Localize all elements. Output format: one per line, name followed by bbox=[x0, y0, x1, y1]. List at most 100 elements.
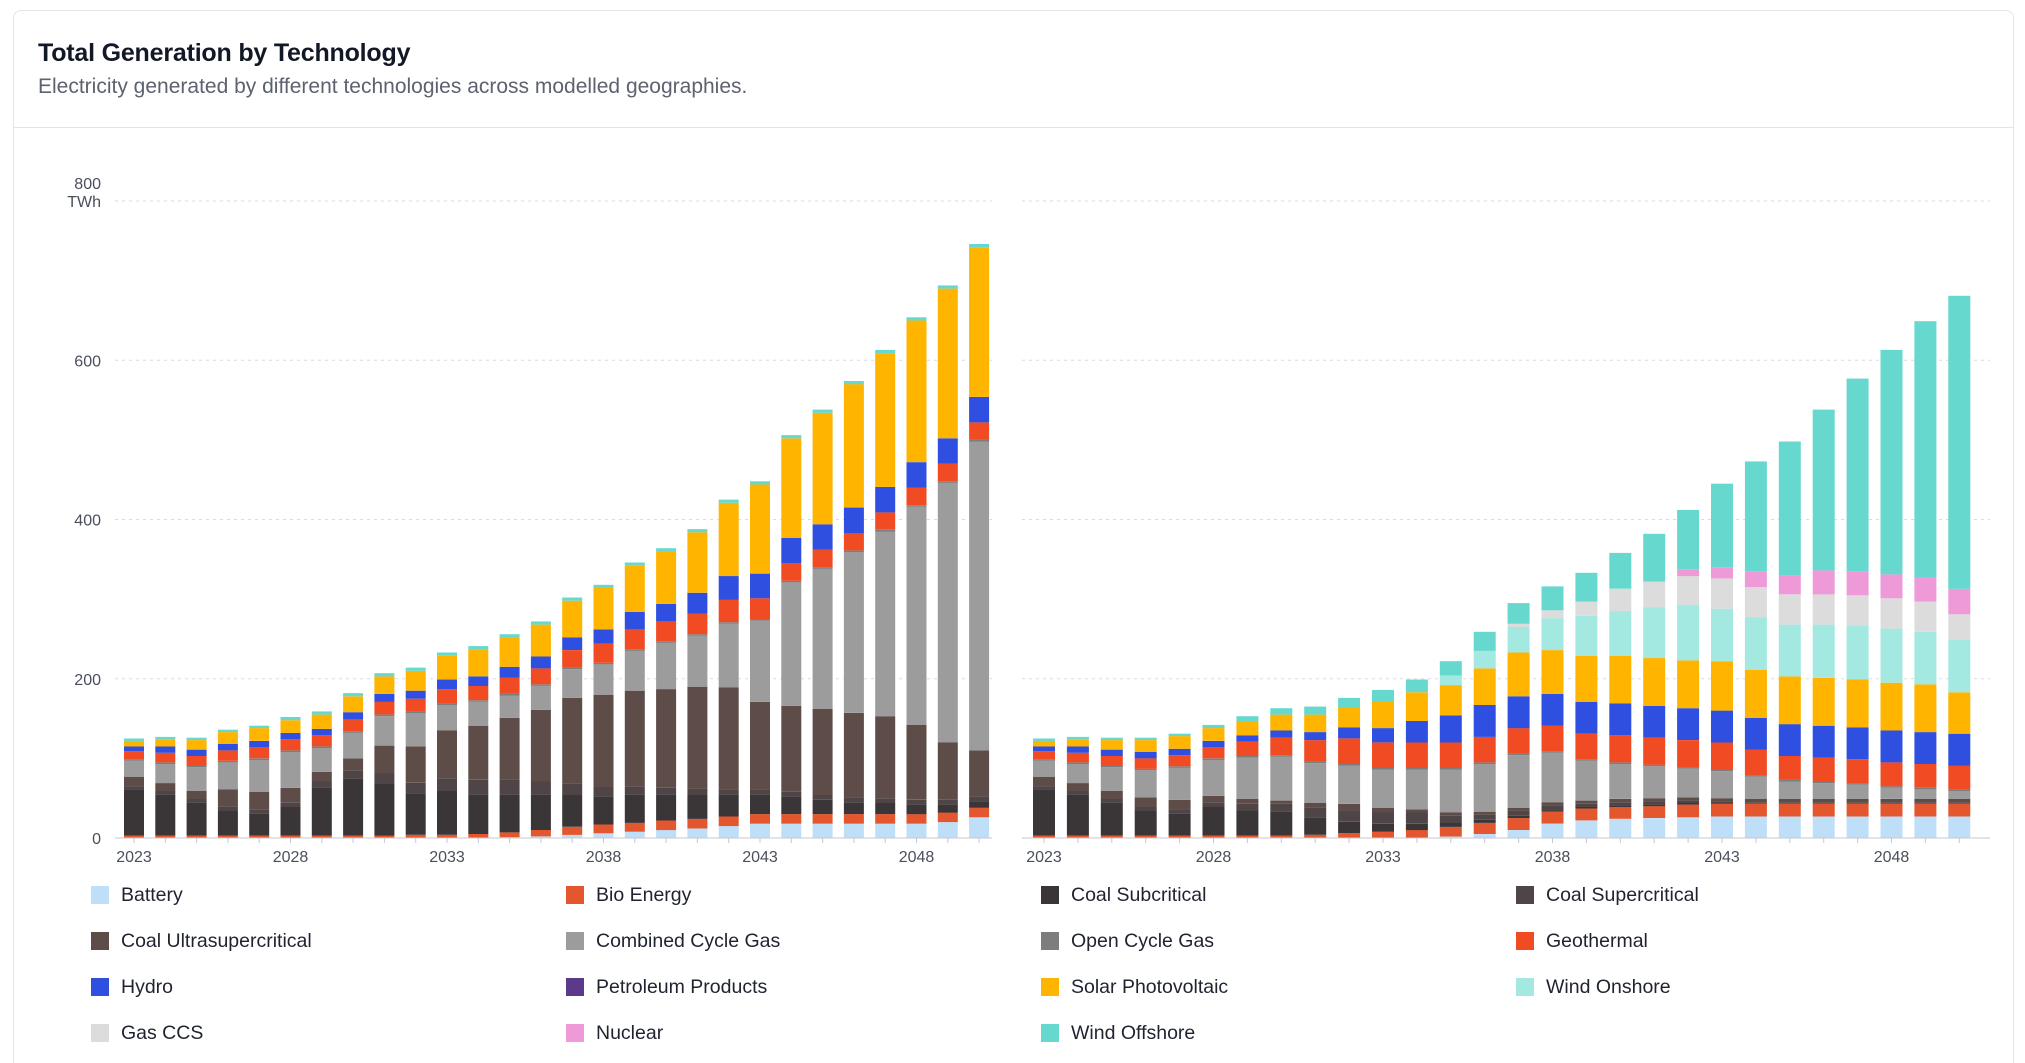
bar-segment bbox=[593, 796, 614, 825]
bar-segment bbox=[468, 700, 489, 702]
bar-segment bbox=[781, 814, 802, 824]
legend-item[interactable]: Coal Ultrasupercritical bbox=[91, 926, 312, 956]
legend-item[interactable]: Combined Cycle Gas bbox=[566, 926, 780, 956]
legend-swatch bbox=[566, 932, 584, 950]
bar-segment bbox=[875, 814, 896, 824]
legend-swatch bbox=[566, 1024, 584, 1042]
bar-segment bbox=[1405, 679, 1428, 693]
bar-segment bbox=[1168, 736, 1191, 749]
bar-segment bbox=[1744, 775, 1767, 777]
bar-segment bbox=[1507, 753, 1530, 756]
bar-segment bbox=[750, 619, 770, 621]
bar-segment bbox=[499, 678, 520, 694]
bar-segment bbox=[280, 806, 301, 836]
bar-segment bbox=[437, 778, 457, 791]
legend-item[interactable]: Wind Onshore bbox=[1516, 972, 1671, 1002]
bar-segment bbox=[311, 746, 332, 748]
legend-item[interactable]: Solar Photovoltaic bbox=[1041, 972, 1228, 1002]
legend-item[interactable]: Nuclear bbox=[566, 1018, 663, 1048]
bar-segment bbox=[1372, 701, 1394, 729]
bar-segment bbox=[1948, 765, 1971, 790]
bar-segment bbox=[1439, 836, 1462, 838]
legend-item[interactable]: Battery bbox=[91, 880, 183, 910]
bar-segment bbox=[1643, 737, 1666, 765]
legend-label: Nuclear bbox=[596, 1021, 664, 1044]
bar-segment bbox=[687, 634, 708, 636]
legend-item[interactable]: Gas CCS bbox=[91, 1018, 203, 1048]
bar-segment bbox=[1846, 799, 1869, 803]
legend-item[interactable]: Petroleum Products bbox=[566, 972, 767, 1002]
bar-segment bbox=[1711, 483, 1733, 568]
bar-segment bbox=[311, 787, 332, 836]
legend-item[interactable]: Hydro bbox=[91, 972, 173, 1002]
bar-segment bbox=[311, 748, 332, 772]
bar-segment bbox=[405, 782, 426, 794]
bar-segment bbox=[155, 752, 176, 763]
bar-segment bbox=[1439, 769, 1462, 813]
bar-segment bbox=[343, 693, 364, 697]
bar-segment bbox=[1677, 660, 1700, 709]
legend-item[interactable]: Coal Supercritical bbox=[1516, 880, 1699, 910]
bar-segment bbox=[1914, 789, 1937, 799]
bar-segment bbox=[1473, 762, 1496, 764]
bar-segment bbox=[186, 767, 207, 791]
bar-segment bbox=[405, 711, 426, 713]
bar-segment bbox=[1541, 650, 1564, 694]
bar-segment bbox=[1575, 806, 1598, 809]
bar-segment bbox=[343, 731, 364, 733]
bar-segment bbox=[1948, 789, 1971, 791]
bar-segment bbox=[1473, 631, 1496, 651]
bar-segment bbox=[1168, 835, 1191, 838]
legend-item[interactable]: Open Cycle Gas bbox=[1041, 926, 1214, 956]
legend-item[interactable]: Bio Energy bbox=[566, 880, 691, 910]
bar-segment bbox=[687, 788, 708, 795]
bar-segment bbox=[875, 803, 896, 815]
bar-segment bbox=[1812, 803, 1835, 817]
legend-item[interactable]: Geothermal bbox=[1516, 926, 1648, 956]
bar-segment bbox=[1846, 816, 1869, 838]
legend-label: Battery bbox=[121, 883, 183, 906]
bar-segment bbox=[530, 709, 551, 782]
legend-item[interactable]: Coal Subcritical bbox=[1041, 880, 1206, 910]
bar-segment bbox=[1677, 604, 1700, 661]
y-axis-unit: TWh bbox=[67, 194, 101, 211]
bar-segment bbox=[437, 679, 457, 690]
bar-segment bbox=[1778, 594, 1801, 625]
bar-segment bbox=[1609, 552, 1632, 589]
bar-segment bbox=[1778, 624, 1801, 677]
bar-segment bbox=[1439, 661, 1462, 676]
bar-segment bbox=[1609, 799, 1632, 803]
bar-segment bbox=[1778, 756, 1801, 780]
bar-segment bbox=[624, 562, 645, 566]
bar-segment bbox=[1744, 816, 1767, 838]
bar-segment bbox=[718, 599, 739, 623]
bar-segment bbox=[1880, 799, 1903, 803]
bar-segment bbox=[1677, 576, 1700, 605]
bar-segment bbox=[1338, 803, 1361, 811]
bar-segment bbox=[1778, 802, 1801, 804]
bar-segment bbox=[1575, 800, 1598, 804]
bar-segment bbox=[812, 524, 833, 550]
legend-item[interactable]: Wind Offshore bbox=[1041, 1018, 1195, 1048]
bar-segment bbox=[687, 635, 708, 687]
bar-segment bbox=[906, 724, 927, 800]
bar-segment bbox=[1066, 752, 1089, 763]
bar-segment bbox=[1914, 763, 1937, 788]
bar-segment bbox=[1236, 721, 1259, 736]
bar-segment bbox=[374, 835, 395, 838]
bar-segment bbox=[1507, 728, 1530, 754]
bar-segment bbox=[437, 705, 457, 731]
bar-segment bbox=[1677, 509, 1700, 570]
bar-segment bbox=[186, 765, 207, 768]
bar-segment bbox=[1033, 835, 1055, 838]
bar-segment bbox=[906, 799, 927, 805]
bar-segment bbox=[1914, 631, 1937, 685]
x-tick-label: 2033 bbox=[429, 849, 465, 866]
bar-segment bbox=[186, 749, 207, 756]
bar-segment bbox=[343, 712, 364, 720]
bar-segment bbox=[718, 826, 739, 838]
bar-segment bbox=[1711, 771, 1733, 799]
bar-segment bbox=[1338, 727, 1361, 739]
bar-segment bbox=[656, 551, 677, 604]
bar-segment bbox=[1778, 575, 1801, 595]
